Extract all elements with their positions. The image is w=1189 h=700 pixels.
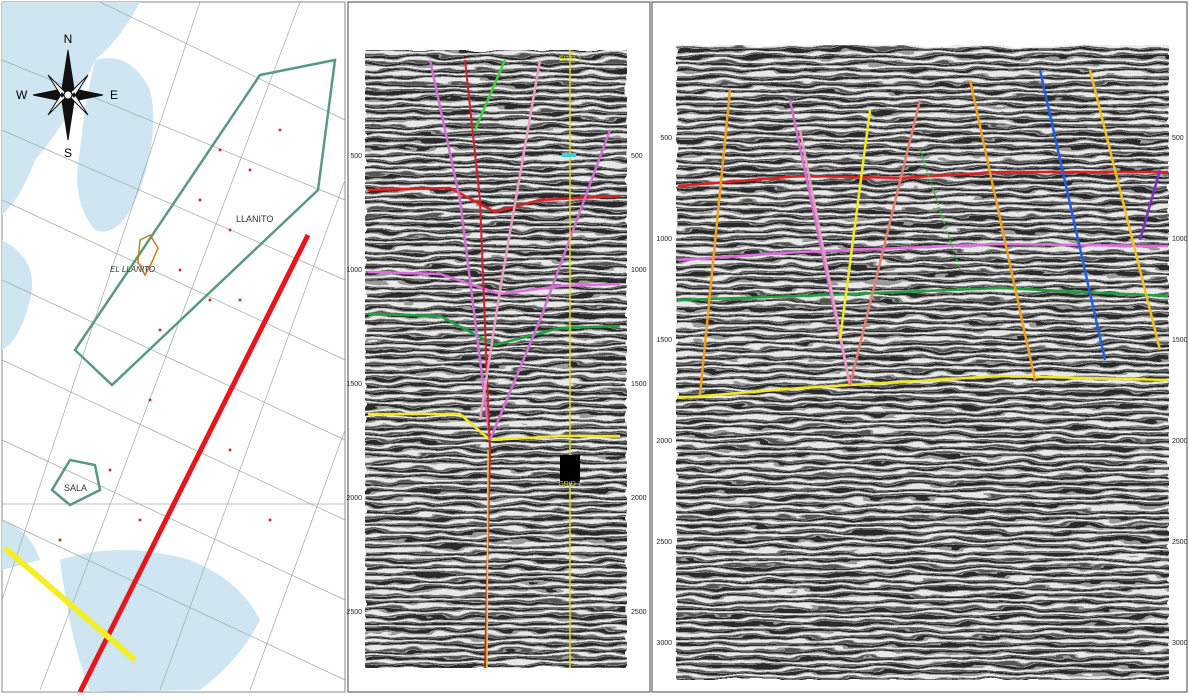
time-label: 500 (1172, 135, 1184, 142)
compass-label: E (110, 88, 118, 102)
seismic-image (676, 45, 1169, 680)
map-panel: N S E W LLANITO EL LLANITO SALA (1, 1, 346, 694)
compass-rose: N S E W (16, 32, 118, 160)
field-label: EL LLANITO (110, 265, 155, 274)
field-label: LLANITO (236, 214, 273, 224)
time-label: 2500 (1172, 539, 1188, 546)
left-section: GRID 1 GRID 1 (347, 1, 651, 693)
field-outline (73, 58, 337, 387)
field-label: SALA (64, 483, 87, 493)
time-label: 1500 (656, 337, 672, 344)
time-label: 1500 (346, 381, 362, 388)
lake (77, 58, 154, 232)
time-label: 2500 (631, 609, 647, 616)
compass-label: S (64, 146, 72, 160)
water (2, 240, 33, 350)
section-line (3, 545, 137, 663)
wells (58, 128, 282, 542)
time-label: 500 (660, 135, 672, 142)
time-label: 2000 (346, 495, 362, 502)
marker (562, 153, 576, 157)
time-label: 1000 (656, 236, 672, 243)
compass-label: W (16, 88, 28, 102)
time-label: 1000 (631, 267, 647, 274)
compass-label: N (64, 32, 73, 46)
right-section (651, 1, 1188, 693)
field-outline (50, 458, 102, 507)
time-label: 1500 (631, 381, 647, 388)
time-label: 500 (350, 153, 362, 160)
time-label: 1000 (346, 267, 362, 274)
marker-label: GRID 1 (558, 481, 581, 488)
time-label: 1000 (1172, 236, 1188, 243)
time-label: 1500 (1172, 337, 1188, 344)
marker (560, 455, 580, 483)
marker-label: GRID 1 (558, 56, 581, 63)
water (60, 550, 260, 692)
time-label: 2500 (346, 609, 362, 616)
time-label: 2000 (631, 495, 647, 502)
section-line (77, 233, 311, 694)
time-label: 3000 (656, 640, 672, 647)
time-label: 3000 (1172, 640, 1188, 647)
town-outline (137, 234, 159, 277)
time-label: 500 (631, 153, 643, 160)
time-label: 2500 (656, 539, 672, 546)
time-label: 2000 (1172, 438, 1188, 445)
time-label: 2000 (656, 438, 672, 445)
interpretation (677, 69, 1169, 400)
seismic-image (365, 50, 627, 668)
